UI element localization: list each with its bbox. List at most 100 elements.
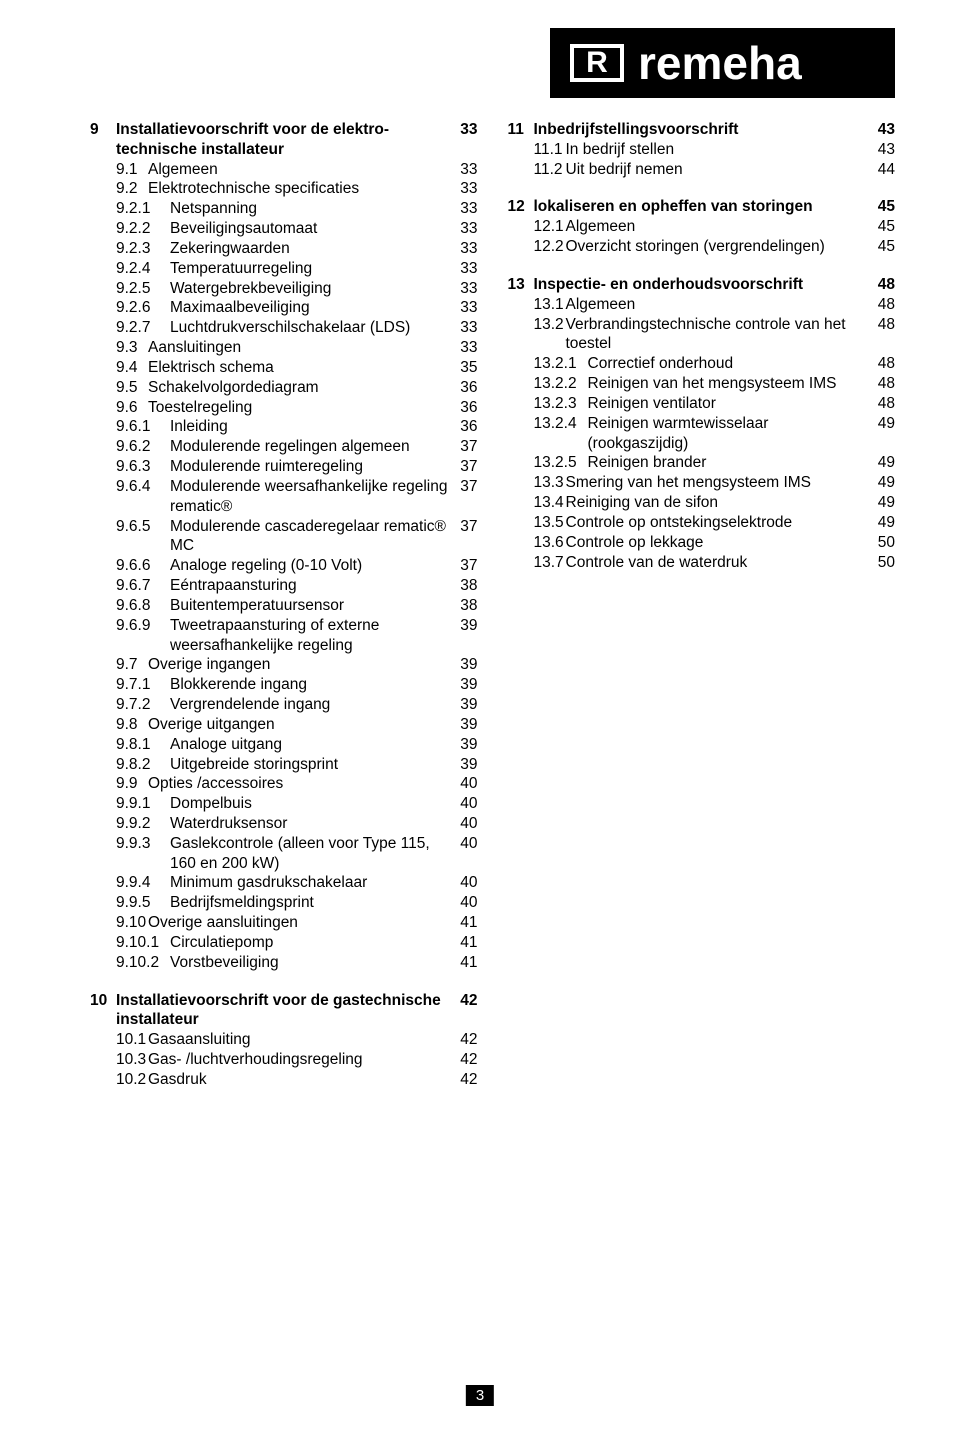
toc-label: Aansluitingen bbox=[148, 338, 454, 358]
toc-label: Overzicht storingen (vergrendelingen) bbox=[566, 237, 872, 257]
toc-columns: 9Installatievoorschrift voor de elektro­… bbox=[90, 120, 895, 1090]
toc-number: 10.3 bbox=[90, 1050, 148, 1070]
toc-label: Toestelregeling bbox=[148, 398, 454, 418]
toc-row: 9.9.2Waterdruksensor40 bbox=[90, 814, 478, 834]
toc-row: 9.1Algemeen33 bbox=[90, 160, 478, 180]
toc-row: 9.8.1Analoge uitgang39 bbox=[90, 735, 478, 755]
toc-row: 9.9.3Gaslekcontrole (alleen voor Type 11… bbox=[90, 834, 478, 874]
toc-row: 10.3Gas- /luchtverhoudingsregeling42 bbox=[90, 1050, 478, 1070]
toc-row: 9.9.4Minimum gasdrukschakelaar40 bbox=[90, 873, 478, 893]
toc-page: 33 bbox=[454, 239, 478, 259]
toc-number: 13.2.5 bbox=[508, 453, 588, 473]
toc-page: 36 bbox=[454, 378, 478, 398]
toc-row: 9.10.2Vorstbeveiliging41 bbox=[90, 953, 478, 973]
toc-row: 9.8Overige uitgangen39 bbox=[90, 715, 478, 735]
toc-number: 9.2.5 bbox=[90, 279, 170, 299]
toc-label: Elektrotechnische specificaties bbox=[148, 179, 454, 199]
toc-number: 11.1 bbox=[508, 140, 566, 160]
toc-number: 9.10.2 bbox=[90, 953, 170, 973]
toc-label: In bedrijf stellen bbox=[566, 140, 872, 160]
toc-number: 13.2 bbox=[508, 315, 566, 335]
toc-number: 9.6.3 bbox=[90, 457, 170, 477]
toc-row: 9.10Overige aansluitingen41 bbox=[90, 913, 478, 933]
toc-number: 9.6.6 bbox=[90, 556, 170, 576]
toc-row: 9.6.2Modulerende regelingen algemeen37 bbox=[90, 437, 478, 457]
toc-row: 12.2Overzicht storingen (vergrendelingen… bbox=[508, 237, 896, 257]
toc-row: 13.1Algemeen48 bbox=[508, 295, 896, 315]
toc-label: Netspanning bbox=[170, 199, 454, 219]
toc-row: 9.2.6Maximaalbeveiliging33 bbox=[90, 298, 478, 318]
toc-label: Gaslekcontrole (alleen voor Type 115, 16… bbox=[170, 834, 454, 874]
toc-label: Smering van het mengsysteem IMS bbox=[566, 473, 872, 493]
toc-row: 10.2Gasdruk42 bbox=[90, 1070, 478, 1090]
logo-text: remeha bbox=[638, 36, 802, 90]
toc-row: 10.1Gasaansluiting42 bbox=[90, 1030, 478, 1050]
toc-label: Gasaansluiting bbox=[148, 1030, 454, 1050]
toc-row: 13.2.4Reinigen warmtewisselaar (rookgasz… bbox=[508, 414, 896, 454]
toc-number: 9.7 bbox=[90, 655, 148, 675]
toc-number: 9.8.2 bbox=[90, 755, 170, 775]
toc-page: 33 bbox=[454, 259, 478, 279]
toc-number: 9.2 bbox=[90, 179, 148, 199]
toc-page: 48 bbox=[871, 394, 895, 414]
toc-row: 9.9.5Bedrijfsmeldingsprint40 bbox=[90, 893, 478, 913]
toc-number: 9.2.3 bbox=[90, 239, 170, 259]
toc-row: 13.2Verbrandingstechnische controle van … bbox=[508, 315, 896, 355]
toc-number: 9.9.3 bbox=[90, 834, 170, 854]
toc-number: 12 bbox=[508, 197, 534, 217]
toc-page: 39 bbox=[454, 755, 478, 775]
toc-page: 48 bbox=[871, 354, 895, 374]
toc-label: Schakelvolgordediagram bbox=[148, 378, 454, 398]
toc-row: 13.4Reiniging van de sifon49 bbox=[508, 493, 896, 513]
toc-label: Tweetrapaansturing of externe weersafhan… bbox=[170, 616, 454, 656]
toc-row: 9.7.1Blokkerende ingang39 bbox=[90, 675, 478, 695]
toc-label: Beveiligingsautomaat bbox=[170, 219, 454, 239]
toc-row: 9.7Overige ingangen39 bbox=[90, 655, 478, 675]
toc-page: 42 bbox=[454, 1070, 478, 1090]
toc-label: Modulerende weersafhankelijke regeling r… bbox=[170, 477, 454, 517]
toc-label: Algemeen bbox=[566, 217, 872, 237]
toc-number: 9.9.5 bbox=[90, 893, 170, 913]
toc-number: 9.4 bbox=[90, 358, 148, 378]
toc-label: Controle van de waterdruk bbox=[566, 553, 872, 573]
toc-label: Controle op lekkage bbox=[566, 533, 872, 553]
toc-row: 12lokaliseren en opheffen van storingen4… bbox=[508, 197, 896, 217]
toc-label: Verbrandingstechnische controle van het … bbox=[566, 315, 872, 355]
toc-label: Installatievoorschrift voor de elektro­t… bbox=[116, 120, 454, 160]
toc-page: 43 bbox=[871, 140, 895, 160]
toc-row: 9.10.1Circulatiepomp41 bbox=[90, 933, 478, 953]
toc-number: 9 bbox=[90, 120, 116, 140]
toc-page: 40 bbox=[454, 774, 478, 794]
toc-number: 13.3 bbox=[508, 473, 566, 493]
toc-row: 13.2.3Reinigen ventilator48 bbox=[508, 394, 896, 414]
toc-number: 9.10.1 bbox=[90, 933, 170, 953]
logo-mark-icon: R bbox=[570, 44, 624, 82]
toc-row: 9Installatievoorschrift voor de elektro­… bbox=[90, 120, 478, 160]
toc-page: 39 bbox=[454, 735, 478, 755]
toc-page: 40 bbox=[454, 834, 478, 854]
toc-page: 40 bbox=[454, 814, 478, 834]
toc-page: 49 bbox=[871, 473, 895, 493]
toc-number: 9.5 bbox=[90, 378, 148, 398]
logo-mark-letter: R bbox=[586, 48, 608, 78]
toc-number: 9.6.1 bbox=[90, 417, 170, 437]
toc-label: Uit bedrijf nemen bbox=[566, 160, 872, 180]
toc-label: Overige uitgangen bbox=[148, 715, 454, 735]
toc-page: 43 bbox=[871, 120, 895, 140]
toc-number: 11.2 bbox=[508, 160, 566, 180]
toc-label: Inbedrijfstellingsvoorschrift bbox=[534, 120, 872, 140]
toc-row: 13.6Controle op lekkage50 bbox=[508, 533, 896, 553]
toc-label: Modulerende ruimteregeling bbox=[170, 457, 454, 477]
toc-label: Overige ingangen bbox=[148, 655, 454, 675]
page: R remeha 9Installatievoorschrift voor de… bbox=[0, 0, 960, 1436]
toc-label: Elektrisch schema bbox=[148, 358, 454, 378]
toc-row: 9.3Aansluitingen33 bbox=[90, 338, 478, 358]
toc-number: 13.5 bbox=[508, 513, 566, 533]
toc-number: 9.6.9 bbox=[90, 616, 170, 636]
toc-label: Luchtdrukverschilschakelaar (LDS) bbox=[170, 318, 454, 338]
toc-row: 13.2.1Correctief onderhoud48 bbox=[508, 354, 896, 374]
toc-row: 13.5Controle op ontstekingselektrode49 bbox=[508, 513, 896, 533]
toc-row: 11.1In bedrijf stellen43 bbox=[508, 140, 896, 160]
toc-row: 9.2.2Beveiligingsautomaat33 bbox=[90, 219, 478, 239]
toc-page: 36 bbox=[454, 417, 478, 437]
